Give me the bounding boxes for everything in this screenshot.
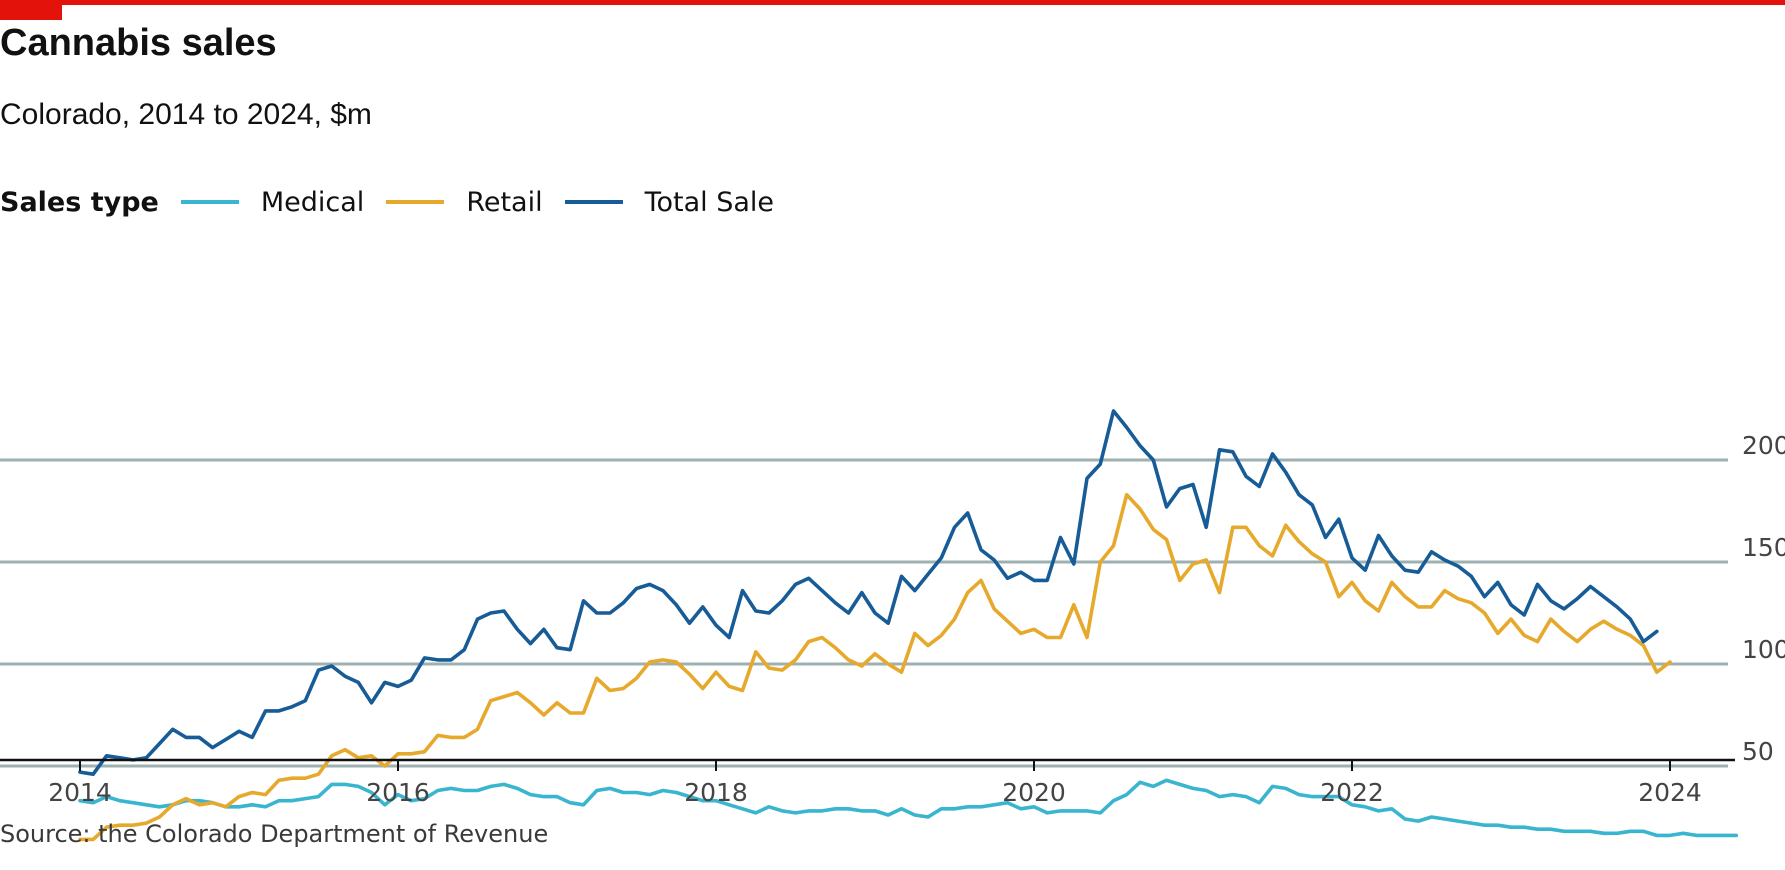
- legend-label-retail: Retail: [466, 186, 543, 218]
- series-lines: [78, 409, 1739, 842]
- legend-label-medical: Medical: [260, 186, 365, 218]
- x-axis: 2014 2016 2018 2020 2022 2024: [48, 760, 1702, 807]
- legend-title: Sales type: [0, 186, 159, 218]
- legend: Sales type Medical Retail Total Sale: [0, 184, 796, 220]
- chart-title: Cannabis sales: [0, 22, 277, 64]
- x-tick-label: 2022: [1320, 778, 1384, 807]
- legend-item-retail: Retail: [386, 186, 543, 218]
- y-tick-label: 150: [1742, 533, 1785, 562]
- top-accent-bar: [0, 0, 1785, 5]
- y-tick-label: 50: [1742, 737, 1774, 766]
- legend-item-medical: Medical: [180, 186, 365, 218]
- x-tick-label: 2020: [1002, 778, 1066, 807]
- legend-swatch-retail: [386, 200, 445, 204]
- y-tick-label: 100: [1742, 635, 1785, 664]
- gridlines: 50 100 150 200: [0, 431, 1785, 768]
- legend-label-total-sale: Total Sale: [644, 186, 775, 218]
- series-line-total-sale: [78, 409, 1659, 777]
- x-tick-label: 2018: [684, 778, 748, 807]
- top-accent-tab: [0, 0, 62, 20]
- series-line-retail: [78, 492, 1672, 842]
- x-tick-label: 2014: [48, 778, 112, 807]
- series-line-medical: [78, 778, 1739, 838]
- x-tick-label: 2024: [1638, 778, 1702, 807]
- legend-item-total-sale: Total Sale: [564, 186, 775, 218]
- legend-swatch-medical: [180, 200, 239, 204]
- chart-subtitle: Colorado, 2014 to 2024, $m: [0, 98, 372, 131]
- x-tick-label: 2016: [366, 778, 430, 807]
- y-tick-label: 200: [1742, 431, 1785, 460]
- source-note: Source: the Colorado Department of Reven…: [0, 820, 549, 848]
- legend-swatch-total-sale: [564, 200, 623, 204]
